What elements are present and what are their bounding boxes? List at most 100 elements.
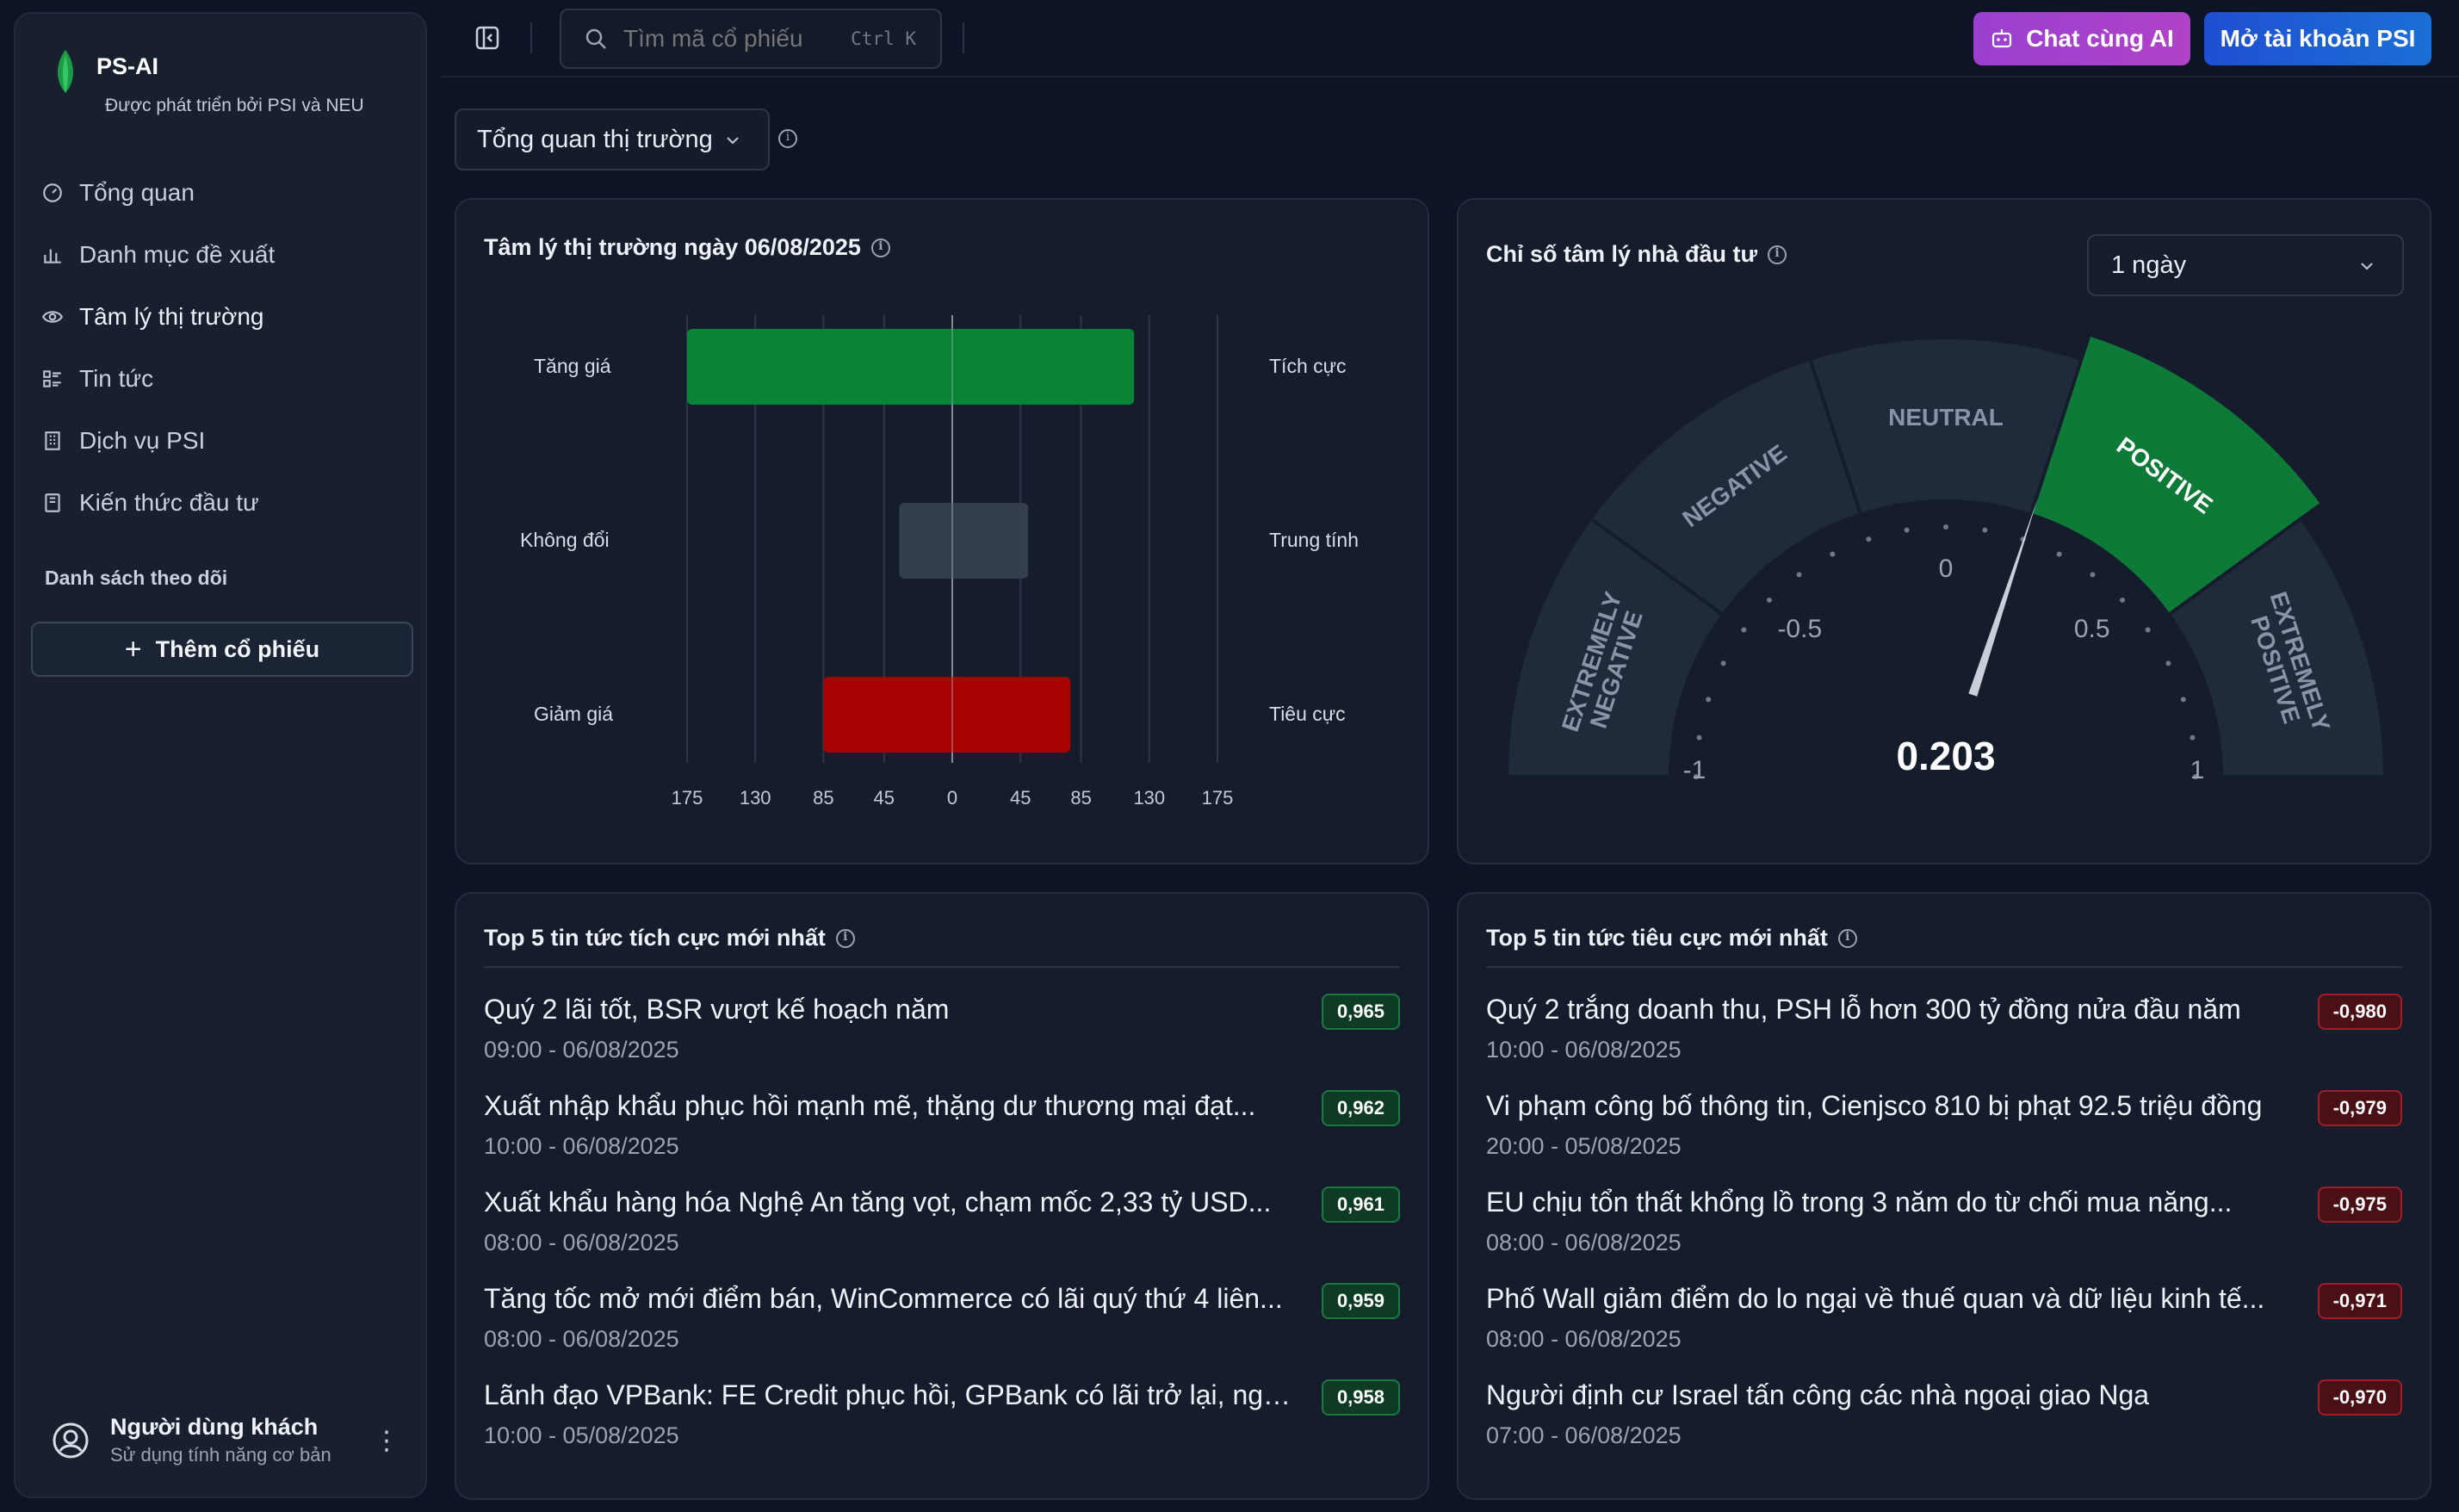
sidebar-item-news[interactable]: Tin tức (41, 348, 412, 410)
gauge-tick-dot (1766, 597, 1772, 603)
news-title: Phố Wall giảm điểm do lo ngại về thuế qu… (1486, 1283, 2265, 1314)
negative-news-title: Top 5 tin tức tiêu cực mới nhất (1486, 925, 1828, 951)
sentiment-bar (687, 329, 1135, 405)
news-item[interactable]: Xuất khẩu hàng hóa Nghệ An tăng vọt, chạ… (484, 1173, 1400, 1269)
brand: PS-AI (46, 41, 158, 95)
news-time: 10:00 - 06/08/2025 (1486, 1037, 1682, 1063)
sidebar-item-sentiment[interactable]: Tâm lý thị trường (41, 286, 412, 348)
leaf-logo-icon (58, 50, 73, 93)
gauge-tick-dot (1943, 524, 1948, 530)
x-tick-label: 45 (874, 787, 895, 809)
open-account-label: Mở tài khoản PSI (2220, 25, 2416, 52)
info-icon[interactable] (778, 129, 797, 148)
news-time: 08:00 - 06/08/2025 (1486, 1230, 1682, 1255)
sentiment-gauge: EXTREMELYNEGATIVENEGATIVENEUTRALPOSITIVE… (1504, 332, 2388, 784)
divider (530, 22, 532, 53)
gauge-value: 0.203 (1896, 734, 1995, 778)
list-icon (43, 370, 61, 387)
sentiment-bar (899, 503, 1028, 579)
bar-label-up: Tăng giá (534, 355, 611, 377)
card-title: Chỉ số tâm lý nhà đầu tư (1486, 241, 1787, 268)
divider (963, 22, 964, 53)
score-badge: -0,980 (2317, 994, 2402, 1030)
chevron-down-icon (2361, 263, 2373, 270)
sidebar-nav: Tổng quan Danh mục đề xuất Tâm lý thị tr… (41, 162, 412, 534)
bar-label-positive: Tích cực (1269, 355, 1347, 377)
card-title: Top 5 tin tức tích cực mới nhất (484, 925, 855, 951)
period-select-value: 1 ngày (2111, 251, 2187, 279)
x-tick-label: 130 (740, 787, 771, 809)
news-item[interactable]: Vi phạm công bố thông tin, Cienjsco 810 … (1486, 1076, 2402, 1173)
gauge-zone (2166, 516, 2388, 778)
more-options-icon[interactable]: ⋮ (374, 1427, 400, 1455)
view-select-value: Tổng quan thị trường (477, 125, 713, 153)
score-badge: 0,958 (1321, 1379, 1400, 1416)
gauge-tick-dot (2180, 697, 2186, 703)
score-badge: -0,971 (2317, 1283, 2402, 1319)
open-account-button[interactable]: Mở tài khoản PSI (2204, 12, 2431, 65)
info-icon[interactable] (835, 928, 855, 948)
news-title: Quý 2 trắng doanh thu, PSH lỗ hơn 300 tỷ… (1486, 994, 2241, 1025)
news-time: 10:00 - 05/08/2025 (484, 1422, 679, 1448)
news-item[interactable]: Tăng tốc mở mới điểm bán, WinCommerce có… (484, 1269, 1400, 1366)
sentiment-bar-chart: 175 130 85 45 0 45 85 130 175 (672, 315, 1233, 809)
gauge-tick-label: 1 (2190, 756, 2205, 784)
score-badge: -0,975 (2317, 1187, 2402, 1223)
add-stock-label: Thêm cổ phiếu (155, 635, 320, 662)
user-profile[interactable]: Người dùng khách Sử dụng tính năng cơ bả… (52, 1414, 413, 1466)
search-icon (585, 28, 606, 49)
gauge-tick-label: 0 (1939, 555, 1954, 583)
news-item[interactable]: Người định cư Israel tấn công các nhà ng… (1486, 1366, 2402, 1462)
chat-ai-button[interactable]: Chat cùng AI (1973, 12, 2190, 65)
sidebar-item-services[interactable]: Dịch vụ PSI (41, 410, 412, 472)
score-badge: 0,961 (1321, 1187, 1400, 1223)
news-item[interactable]: Phố Wall giảm điểm do lo ngại về thuế qu… (1486, 1269, 2402, 1366)
sidebar-toggle-icon[interactable] (474, 24, 501, 52)
brand-name: PS-AI (96, 53, 159, 79)
news-item[interactable]: Quý 2 trắng doanh thu, PSH lỗ hơn 300 tỷ… (1486, 980, 2402, 1076)
bar-label-neutral: Trung tính (1269, 529, 1359, 551)
x-tick-label: 85 (813, 787, 833, 809)
chevron-down-icon (727, 137, 739, 145)
news-item[interactable]: Xuất nhập khẩu phục hồi mạnh mẽ, thặng d… (484, 1076, 1400, 1173)
positive-news-card: Top 5 tin tức tích cực mới nhất Quý 2 lã… (455, 892, 1429, 1500)
gauge-tick-dot (1830, 551, 1836, 557)
news-time: 08:00 - 06/08/2025 (484, 1326, 679, 1352)
news-time: 10:00 - 06/08/2025 (484, 1133, 679, 1159)
news-title: Lãnh đạo VPBank: FE Credit phục hồi, GPB… (484, 1379, 1293, 1410)
positive-news-title: Top 5 tin tức tích cực mới nhất (484, 925, 826, 951)
user-name: Người dùng khách (110, 1414, 319, 1440)
search-box[interactable]: Ctrl K (560, 9, 942, 69)
info-icon[interactable] (870, 238, 890, 257)
card-title: Tâm lý thị trường ngày 06/08/2025 (484, 234, 890, 261)
sidebar-item-overview[interactable]: Tổng quan (41, 162, 412, 224)
news-title: Quý 2 lãi tốt, BSR vượt kế hoạch năm (484, 994, 950, 1025)
sidebar-item-label: Tâm lý thị trường (79, 303, 264, 330)
market-sentiment-card: Tâm lý thị trường ngày 06/08/2025 175 130… (455, 198, 1429, 864)
gauge-card-title: Chỉ số tâm lý nhà đầu tư (1486, 241, 1758, 267)
add-stock-button[interactable]: + Thêm cổ phiếu (31, 622, 413, 677)
gauge-tick-dot (2145, 627, 2151, 633)
book-icon (45, 493, 60, 512)
news-title: Người định cư Israel tấn công các nhà ng… (1486, 1379, 2150, 1410)
view-select[interactable]: Tổng quan thị trường (455, 108, 770, 170)
news-item[interactable]: Quý 2 lãi tốt, BSR vượt kế hoạch năm 09:0… (484, 980, 1400, 1076)
news-title: EU chịu tổn thất khổng lồ trong 3 năm do… (1486, 1187, 2233, 1218)
user-subtitle: Sử dụng tính năng cơ bản (110, 1444, 331, 1466)
sidebar-item-knowledge[interactable]: Kiến thức đầu tư (41, 472, 412, 534)
sidebar-item-portfolio[interactable]: Danh mục đề xuất (41, 224, 412, 286)
gauge-center (1674, 505, 2218, 777)
search-input[interactable] (623, 25, 839, 53)
score-badge: 0,962 (1321, 1090, 1400, 1126)
eye-icon (41, 311, 64, 323)
plus-icon: + (124, 632, 142, 666)
info-icon[interactable] (1837, 928, 1857, 948)
info-icon[interactable] (1768, 245, 1787, 264)
news-title: Vi phạm công bố thông tin, Cienjsco 810 … (1486, 1090, 2263, 1121)
bar-label-unchanged: Không đổi (520, 529, 610, 551)
news-time: 08:00 - 06/08/2025 (484, 1230, 679, 1255)
news-item[interactable]: EU chịu tổn thất khổng lồ trong 3 năm do… (1486, 1173, 2402, 1269)
period-select[interactable]: 1 ngày (2087, 234, 2404, 296)
sidebar-item-label: Danh mục đề xuất (79, 241, 276, 268)
news-item[interactable]: Lãnh đạo VPBank: FE Credit phục hồi, GPB… (484, 1366, 1400, 1462)
